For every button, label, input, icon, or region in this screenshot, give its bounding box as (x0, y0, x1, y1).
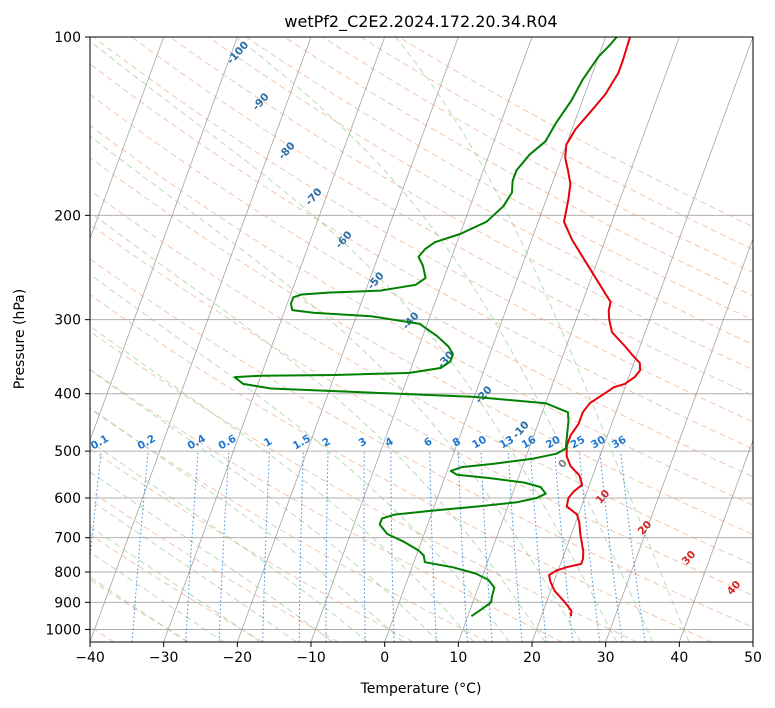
y-tick-label: 900 (54, 595, 81, 611)
moist-adiabat-line (90, 273, 510, 642)
y-tick-label: 700 (54, 531, 81, 547)
mixing-ratio-line (599, 451, 623, 642)
x-tick-label: −20 (223, 650, 253, 666)
isotherm-line (531, 37, 753, 642)
dry-adiabat-line (90, 124, 753, 506)
mixing-ratio-line (620, 451, 646, 642)
isotherm-line (90, 37, 312, 642)
dry-adiabat-line (90, 223, 753, 597)
moist-adiabat-lines (90, 37, 690, 642)
moist-adiabat-line (90, 211, 546, 642)
moist-adiabat-line (90, 40, 618, 642)
x-tick-label: −10 (296, 650, 326, 666)
moist-adiabat-line (90, 325, 475, 642)
x-tick-label: 40 (670, 650, 688, 666)
y-tick-label: 400 (54, 387, 81, 403)
y-tick-label: 600 (54, 491, 81, 507)
isotherm-line (384, 37, 607, 642)
isotherm-line (605, 237, 753, 642)
y-tick-label: 200 (54, 208, 81, 224)
x-tick-label: 20 (523, 650, 541, 666)
moist-adiabat-line (90, 135, 582, 642)
dry-adiabat-line (90, 448, 414, 642)
dry-adiabat-line (398, 37, 753, 228)
isotherm-line (163, 37, 386, 642)
x-tick-label: 30 (597, 650, 615, 666)
temperature-profile-line (548, 37, 642, 617)
plot-area: 0.1 0.2 0.4 0.6 1 1.5 2 3 4 6 8 10 13 16 20 25 30 36-100-… (90, 37, 753, 642)
dry-adiabat-line (90, 330, 638, 642)
sounding-series (233, 37, 642, 618)
y-tick-label: 1000 (45, 622, 81, 638)
dry-adiabat-line (90, 189, 753, 566)
dewpoint-profile-line (233, 37, 618, 618)
x-tick-label: 0 (380, 650, 389, 666)
isotherm-line (457, 37, 680, 642)
chart-title: wetPf2_C2E2.2024.172.20.34.R04 (284, 12, 557, 32)
x-tick-label: 50 (744, 650, 762, 666)
moist-adiabat-line (90, 407, 404, 642)
isotherm-line (90, 37, 165, 240)
y-tick-label: 800 (54, 565, 81, 581)
moist-adiabat-line (90, 499, 297, 642)
moist-adiabat-line (90, 525, 261, 642)
isotherm-line (90, 37, 238, 442)
dry-adiabat-line (90, 258, 753, 628)
x-tick-label: −40 (75, 650, 105, 666)
isotherm-line (236, 37, 459, 642)
y-axis-label: Pressure (hPa) (12, 289, 28, 389)
dry-adiabat-line (90, 93, 753, 478)
dry-adiabat-line (93, 37, 753, 423)
y-axis-ticks: 100 200 300 400 500 600 700 800 900 1000 (45, 30, 90, 638)
pressure-gridlines (90, 37, 753, 630)
moist-adiabat-line (90, 551, 225, 642)
y-tick-label: 500 (54, 444, 81, 460)
y-tick-label: 100 (54, 30, 81, 46)
x-axis-ticks: −40 −30 −20 −10 0 10 20 30 40 50 (75, 642, 762, 666)
isotherm-line (678, 439, 753, 642)
dry-adiabat-line (90, 533, 264, 642)
moist-adiabat-line (90, 471, 333, 642)
dry-adiabat-line (90, 156, 753, 536)
x-axis-label: Temperature (°C) (360, 681, 482, 697)
x-tick-label: 10 (449, 650, 467, 666)
dry-adiabat-line (90, 63, 753, 450)
x-tick-label: −30 (149, 650, 179, 666)
moist-adiabat-line (395, 37, 690, 642)
plot-frame (89, 36, 754, 643)
moist-adiabat-line (236, 37, 654, 642)
dry-adiabat-line (90, 294, 712, 642)
y-tick-label: 300 (54, 313, 81, 329)
